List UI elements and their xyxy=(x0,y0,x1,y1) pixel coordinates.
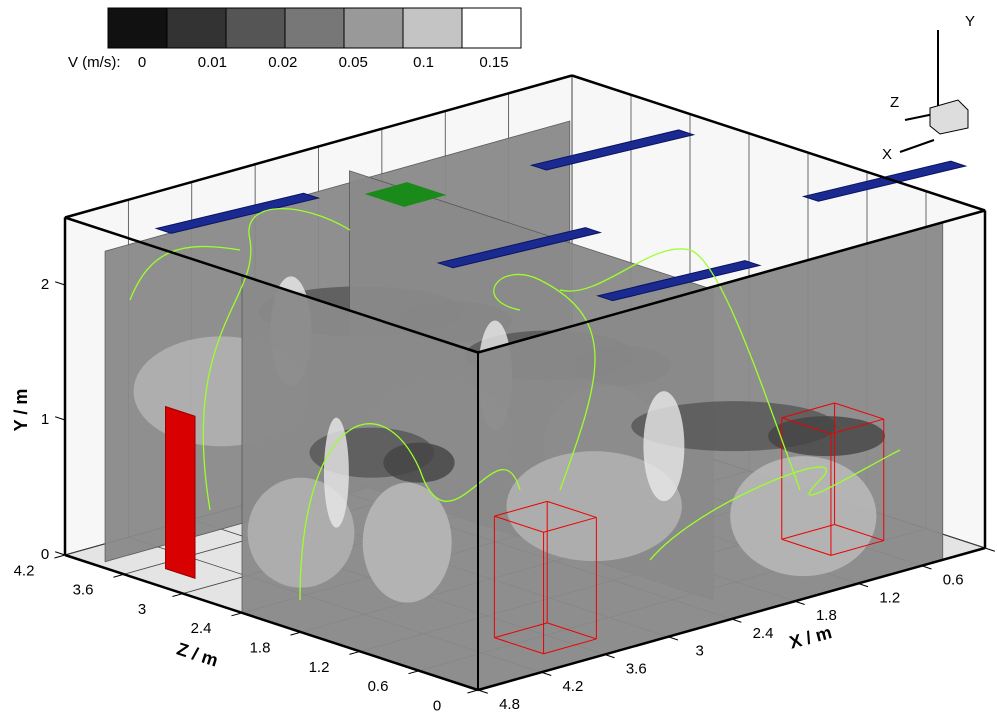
x-tick-label: 1.8 xyxy=(816,607,837,624)
tick-mark xyxy=(985,548,995,551)
z-tick-label: 1.8 xyxy=(250,639,271,656)
chart: 0 0.6 1.2 1.8 2.4 3 3.6 4.2 4.8 0 0.6 1.2 1.8 2.4 3 3.6… xyxy=(0,0,997,717)
legend-swatch xyxy=(344,8,403,48)
tick-mark xyxy=(55,552,65,555)
legend-swatch xyxy=(108,8,167,48)
scene: 0 0.6 1.2 1.8 2.4 3 3.6 4.2 4.8 0 0.6 1.2 1.8 2.4 3 3.6… xyxy=(11,76,997,715)
x-tick-label: 4.2 xyxy=(562,678,583,695)
x-tick-label: 1.2 xyxy=(879,589,900,606)
legend-swatch xyxy=(167,8,226,48)
legend-swatch xyxy=(285,8,344,48)
z-tick-label: 2.4 xyxy=(191,620,212,637)
z-tick-label: 3 xyxy=(138,601,146,618)
y-tick-label: 1 xyxy=(41,411,49,428)
contour-blob xyxy=(383,443,454,483)
heater xyxy=(166,407,196,579)
y-tick-label: 0 xyxy=(41,546,49,563)
legend-level: 0 xyxy=(138,54,146,71)
y-tick-label: 2 xyxy=(41,276,49,293)
x-tick-label: 0.6 xyxy=(943,572,964,589)
z-tick-label: 0.6 xyxy=(368,678,389,695)
tick-mark xyxy=(54,555,65,558)
x-tick-label: 2.4 xyxy=(753,625,774,642)
legend-swatch xyxy=(403,8,462,48)
tick-mark xyxy=(55,282,65,285)
contour-blob xyxy=(363,483,452,603)
legend-swatch xyxy=(462,8,521,48)
z-tick-label: 1.2 xyxy=(309,659,330,676)
legend-level: 0.01 xyxy=(198,54,227,71)
legend-label: V (m/s): xyxy=(68,54,121,71)
x-tick-label: 3 xyxy=(695,643,703,660)
legend-level: 0.15 xyxy=(479,54,508,71)
orientation-cube xyxy=(930,100,968,134)
y-axis-title: Y / m xyxy=(11,389,31,432)
contour-blob xyxy=(643,391,684,501)
orientation-label: X xyxy=(882,146,892,163)
legend-level: 0.05 xyxy=(339,54,368,71)
z-tick-label: 0 xyxy=(433,697,441,714)
z-axis-title: Z / m xyxy=(174,639,220,671)
tick-mark xyxy=(55,417,65,420)
x-axis-title: X / m xyxy=(787,622,834,652)
legend-swatch xyxy=(226,8,285,48)
z-tick-label: 3.6 xyxy=(73,582,94,599)
x-tick-label: 4.8 xyxy=(499,696,520,713)
orientation-axis xyxy=(900,140,934,152)
z-tick-label: 4.2 xyxy=(14,562,35,579)
legend-level: 0.1 xyxy=(413,54,434,71)
orientation-label: Y xyxy=(965,13,975,30)
orientation-label: Z xyxy=(890,94,899,111)
x-tick-label: 3.6 xyxy=(626,660,647,677)
legend-level: 0.02 xyxy=(268,54,297,71)
